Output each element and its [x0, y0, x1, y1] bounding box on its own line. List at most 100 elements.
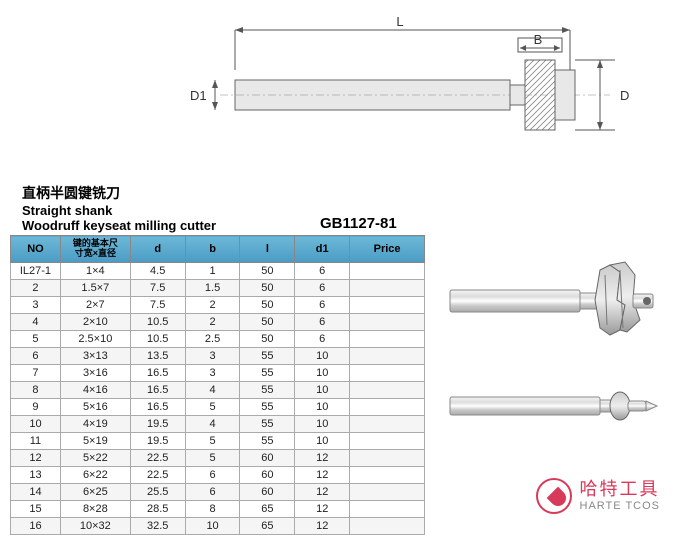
- cell-d1: 6: [295, 279, 350, 296]
- cell-l: 50: [240, 262, 295, 279]
- dim-label-L: L: [396, 14, 403, 29]
- cell-d1: 6: [295, 296, 350, 313]
- cell-l: 50: [240, 296, 295, 313]
- cell-no: 15: [11, 500, 61, 517]
- cell-price: [350, 483, 425, 500]
- cell-l: 65: [240, 500, 295, 517]
- cell-price: [350, 347, 425, 364]
- cell-d: 19.5: [130, 432, 185, 449]
- cell-d: 10.5: [130, 313, 185, 330]
- cell-b: 4: [185, 381, 240, 398]
- cell-ks: 4×19: [60, 415, 130, 432]
- cell-ks: 2×7: [60, 296, 130, 313]
- table-row: 32×77.52506: [11, 296, 425, 313]
- cell-b: 1.5: [185, 279, 240, 296]
- cell-price: [350, 330, 425, 347]
- cell-d: 28.5: [130, 500, 185, 517]
- cell-no: IL27-1: [11, 262, 61, 279]
- col-d: d: [130, 236, 185, 263]
- cell-d1: 10: [295, 415, 350, 432]
- cell-l: 55: [240, 432, 295, 449]
- cell-d1: 10: [295, 381, 350, 398]
- cell-d1: 10: [295, 347, 350, 364]
- cell-no: 12: [11, 449, 61, 466]
- cell-no: 4: [11, 313, 61, 330]
- cell-no: 3: [11, 296, 61, 313]
- dim-label-B: B: [534, 32, 543, 47]
- cell-ks: 6×22: [60, 466, 130, 483]
- cell-l: 60: [240, 466, 295, 483]
- cell-price: [350, 262, 425, 279]
- table-row: 158×2828.586512: [11, 500, 425, 517]
- logo-text-en: HARTE TCOS: [580, 500, 661, 512]
- cell-l: 50: [240, 313, 295, 330]
- cell-no: 7: [11, 364, 61, 381]
- product-photo-1: [445, 250, 660, 350]
- cell-no: 5: [11, 330, 61, 347]
- cell-b: 3: [185, 347, 240, 364]
- cell-no: 10: [11, 415, 61, 432]
- cell-d1: 6: [295, 262, 350, 279]
- cell-d: 4.5: [130, 262, 185, 279]
- cell-b: 1: [185, 262, 240, 279]
- cell-ks: 3×16: [60, 364, 130, 381]
- col-keysize: 键的基本尺 寸宽×直径: [60, 236, 130, 263]
- cell-l: 50: [240, 330, 295, 347]
- cell-no: 2: [11, 279, 61, 296]
- cell-d1: 12: [295, 449, 350, 466]
- brand-logo: 哈特工具 HARTE TCOS: [536, 478, 661, 514]
- cell-price: [350, 500, 425, 517]
- cell-d1: 10: [295, 398, 350, 415]
- table-row: 104×1919.545510: [11, 415, 425, 432]
- table-row: 42×1010.52506: [11, 313, 425, 330]
- cell-b: 2: [185, 296, 240, 313]
- cell-b: 5: [185, 398, 240, 415]
- cell-no: 13: [11, 466, 61, 483]
- cell-ks: 8×28: [60, 500, 130, 517]
- cell-b: 2.5: [185, 330, 240, 347]
- cell-price: [350, 398, 425, 415]
- cell-d1: 6: [295, 330, 350, 347]
- cell-ks: 6×25: [60, 483, 130, 500]
- table-row: 95×1616.555510: [11, 398, 425, 415]
- cell-no: 9: [11, 398, 61, 415]
- engineering-diagram: L B D1 D: [140, 10, 670, 170]
- cell-b: 5: [185, 449, 240, 466]
- cell-b: 2: [185, 313, 240, 330]
- table-row: 125×2222.556012: [11, 449, 425, 466]
- cell-d: 16.5: [130, 381, 185, 398]
- cell-d1: 10: [295, 432, 350, 449]
- logo-text-cn: 哈特工具: [580, 480, 661, 500]
- cell-no: 14: [11, 483, 61, 500]
- cell-b: 3: [185, 364, 240, 381]
- table-row: 136×2222.566012: [11, 466, 425, 483]
- cell-ks: 3×13: [60, 347, 130, 364]
- cell-l: 55: [240, 415, 295, 432]
- cell-no: 11: [11, 432, 61, 449]
- cell-no: 6: [11, 347, 61, 364]
- cell-d: 7.5: [130, 296, 185, 313]
- col-no: NO: [11, 236, 61, 263]
- title-english-1: Straight shank: [22, 203, 216, 218]
- cell-l: 55: [240, 347, 295, 364]
- cell-price: [350, 432, 425, 449]
- cell-l: 55: [240, 381, 295, 398]
- table-row: 146×2525.566012: [11, 483, 425, 500]
- dim-label-D: D: [620, 88, 629, 103]
- cell-price: [350, 364, 425, 381]
- table-header-row: NO 键的基本尺 寸宽×直径 d b l d1 Price: [11, 236, 425, 263]
- cell-d: 19.5: [130, 415, 185, 432]
- table-row: 63×1313.535510: [11, 347, 425, 364]
- cell-no: 8: [11, 381, 61, 398]
- col-b: b: [185, 236, 240, 263]
- cell-ks: 1×4: [60, 262, 130, 279]
- cell-b: 6: [185, 483, 240, 500]
- cell-price: [350, 296, 425, 313]
- cell-d1: 12: [295, 466, 350, 483]
- cell-ks: 5×19: [60, 432, 130, 449]
- table-row: IL27-11×44.51506: [11, 262, 425, 279]
- cell-b: 5: [185, 432, 240, 449]
- col-l: l: [240, 236, 295, 263]
- cell-d: 10.5: [130, 330, 185, 347]
- cell-l: 50: [240, 279, 295, 296]
